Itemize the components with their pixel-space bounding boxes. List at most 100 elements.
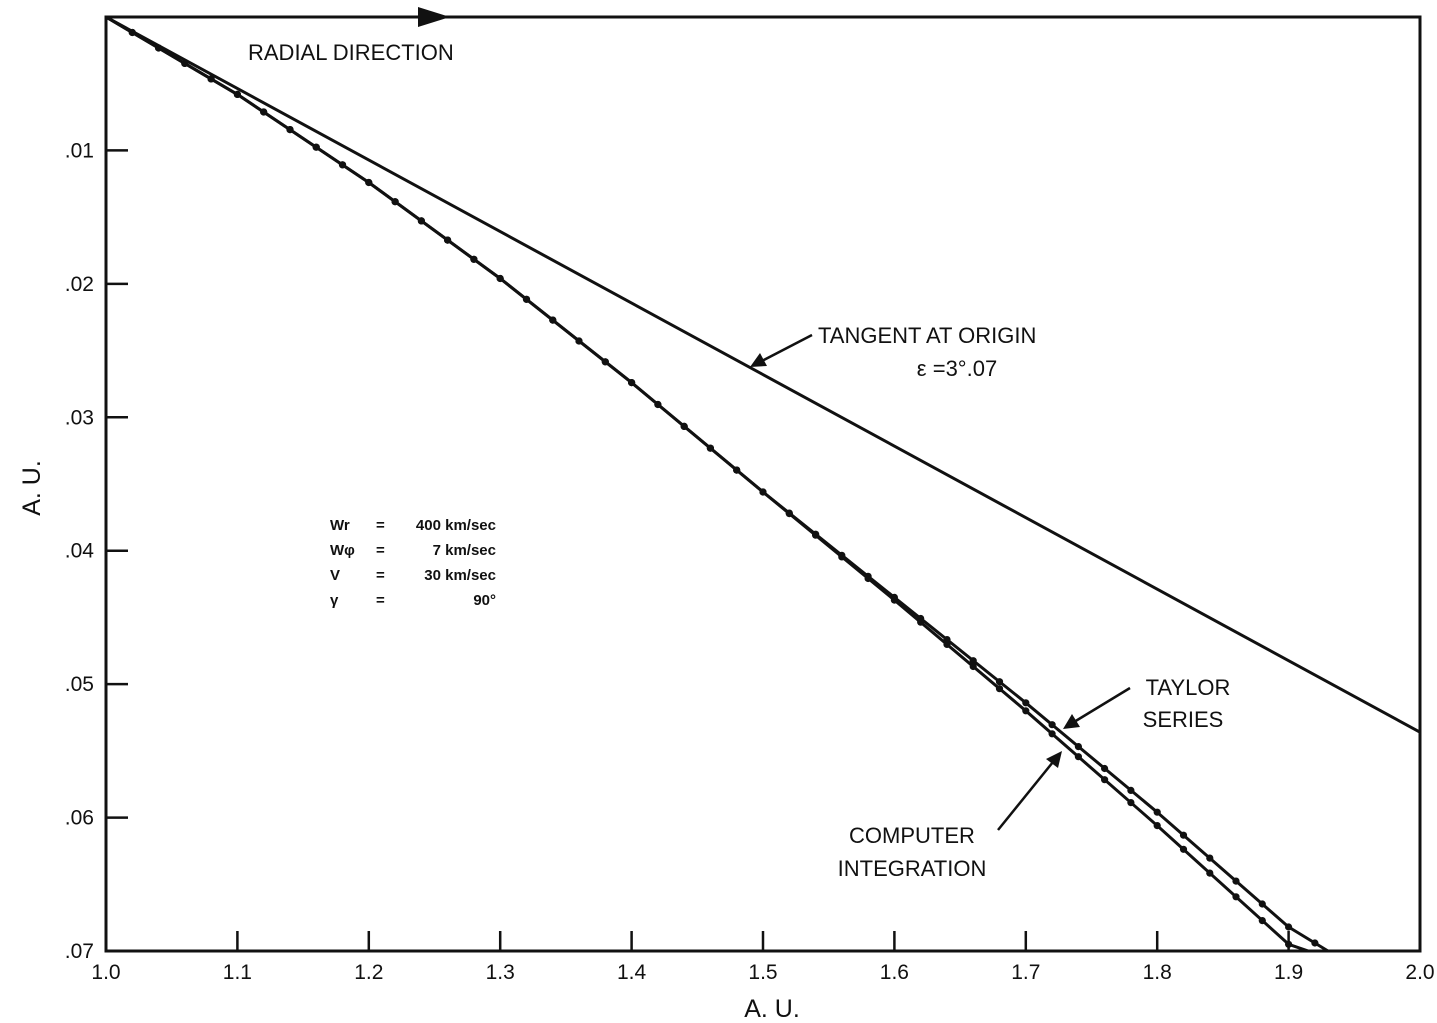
series-marker-taylor-series — [1285, 923, 1293, 931]
series-marker-computer-integration — [286, 126, 294, 134]
series-marker-computer-integration — [312, 143, 320, 151]
param-value: 7 km/sec — [433, 542, 496, 559]
x-tick-label: 1.4 — [617, 961, 647, 984]
taylor-label-line2: SERIES — [1143, 707, 1224, 732]
x-tick-label: 1.3 — [486, 961, 515, 984]
series-line-computer-integration — [105, 15, 1309, 953]
param-equals: = — [376, 542, 385, 559]
y-tick-label: .01 — [65, 139, 94, 162]
series-marker-taylor-series — [1101, 764, 1109, 773]
y-axis-ticks: .01 .02 .03 .04 .05 .06 .07 — [65, 139, 128, 963]
series-marker-computer-integration — [601, 358, 609, 366]
series-marker-computer-integration — [1232, 893, 1240, 901]
tangent-pointer-arrowhead-icon — [750, 353, 767, 367]
series-marker-taylor-series — [1232, 877, 1240, 885]
x-tick-label: 1.2 — [354, 961, 383, 984]
taylor-pointer-line — [1073, 686, 1131, 724]
series-marker-computer-integration — [943, 640, 951, 649]
series-marker-taylor-series — [995, 678, 1004, 686]
y-tick-label: .03 — [65, 406, 94, 429]
series-marker-taylor-series — [1074, 743, 1082, 751]
tangent-label-line2: ε =3°.07 — [917, 356, 997, 381]
series-marker-computer-integration — [417, 217, 425, 225]
series-marker-taylor-series — [1179, 831, 1188, 839]
x-tick-label: 1.1 — [223, 961, 252, 984]
series-layer — [105, 15, 1421, 953]
series-marker-computer-integration — [207, 75, 215, 83]
series-marker-computer-integration — [680, 422, 688, 430]
x-tick-label: 1.9 — [1274, 961, 1303, 984]
series-marker-computer-integration — [838, 553, 846, 561]
x-axis-ticks: 1.0 1.1 1.2 1.3 1.4 1.5 1.6 1.7 1.8 1.9 2.0 — [91, 931, 1435, 984]
param-symbol: V — [330, 567, 340, 584]
series-marker-computer-integration — [785, 509, 793, 518]
radial-direction-label: RADIAL DIRECTION — [248, 40, 454, 65]
series-marker-taylor-series — [1206, 854, 1214, 862]
computer-label-line2: INTEGRATION — [838, 856, 987, 881]
param-symbol: Wφ — [330, 542, 355, 559]
series-marker-taylor-series — [1048, 721, 1056, 729]
series-marker-taylor-series — [1153, 808, 1161, 816]
series-marker-computer-integration — [759, 488, 767, 496]
series-marker-computer-integration — [496, 274, 504, 283]
parameter-block: Wr = 400 km/sec Wφ = 7 km/sec V = 30 km/sec γ = 90° — [330, 517, 496, 609]
series-marker-computer-integration — [1206, 869, 1214, 877]
series-marker-taylor-series — [1127, 786, 1135, 795]
param-symbol: Wr — [330, 517, 350, 534]
y-tick-label: .05 — [65, 673, 94, 696]
series-marker-computer-integration — [706, 444, 715, 452]
series-marker-computer-integration — [365, 178, 373, 187]
series-marker-computer-integration — [1258, 917, 1266, 925]
series-marker-computer-integration — [654, 400, 662, 409]
series-marker-computer-integration — [549, 316, 557, 324]
series-marker-computer-integration — [1179, 845, 1188, 853]
x-axis-title: A. U. — [744, 995, 800, 1023]
param-symbol: γ — [330, 592, 339, 609]
plot-frame — [104, 15, 1422, 953]
series-marker-computer-integration — [628, 379, 636, 387]
series-marker-computer-integration — [260, 108, 268, 116]
y-axis-title: A. U. — [18, 460, 46, 516]
series-marker-computer-integration — [181, 59, 189, 67]
param-value: 90° — [473, 592, 496, 609]
computer-pointer-arrowhead-icon — [1046, 751, 1062, 768]
y-tick-label: .02 — [65, 273, 94, 296]
series-marker-computer-integration — [1101, 776, 1109, 784]
y-tick-label: .06 — [65, 807, 94, 830]
series-marker-computer-integration — [812, 531, 820, 539]
series-marker-taylor-series — [1311, 939, 1319, 947]
series-marker-computer-integration — [155, 44, 163, 52]
x-tick-label: 2.0 — [1405, 961, 1434, 984]
series-marker-computer-integration — [995, 685, 1004, 693]
tangent-pointer-line — [759, 333, 813, 364]
series-marker-taylor-series — [1258, 900, 1266, 908]
param-equals: = — [376, 517, 385, 534]
series-marker-computer-integration — [391, 198, 399, 206]
computer-label-line1: COMPUTER — [849, 823, 975, 848]
series-marker-computer-integration — [1022, 707, 1030, 715]
param-value: 30 km/sec — [424, 567, 496, 584]
x-tick-label: 1.0 — [91, 961, 120, 984]
series-marker-computer-integration — [969, 662, 977, 671]
series-marker-computer-integration — [890, 596, 899, 604]
series-marker-taylor-series — [1022, 699, 1030, 707]
series-marker-computer-integration — [1285, 940, 1293, 948]
series-line-taylor-series — [105, 15, 1329, 953]
series-marker-computer-integration — [733, 466, 741, 474]
param-equals: = — [376, 567, 385, 584]
series-marker-computer-integration — [864, 574, 872, 583]
taylor-pointer-arrowhead-icon — [1063, 714, 1080, 729]
y-tick-label: .07 — [65, 940, 94, 963]
computer-pointer-line — [997, 761, 1054, 831]
y-tick-label: .04 — [65, 540, 95, 563]
series-marker-computer-integration — [917, 618, 925, 626]
series-marker-computer-integration — [1127, 799, 1135, 807]
param-equals: = — [376, 592, 385, 609]
series-marker-computer-integration — [522, 295, 531, 303]
x-tick-label: 1.8 — [1143, 961, 1172, 984]
tangent-label-line1: TANGENT AT ORIGIN — [818, 323, 1036, 348]
series-line-tangent-at-origin — [105, 15, 1421, 734]
series-marker-computer-integration — [1048, 730, 1056, 738]
series-marker-computer-integration — [128, 28, 136, 37]
